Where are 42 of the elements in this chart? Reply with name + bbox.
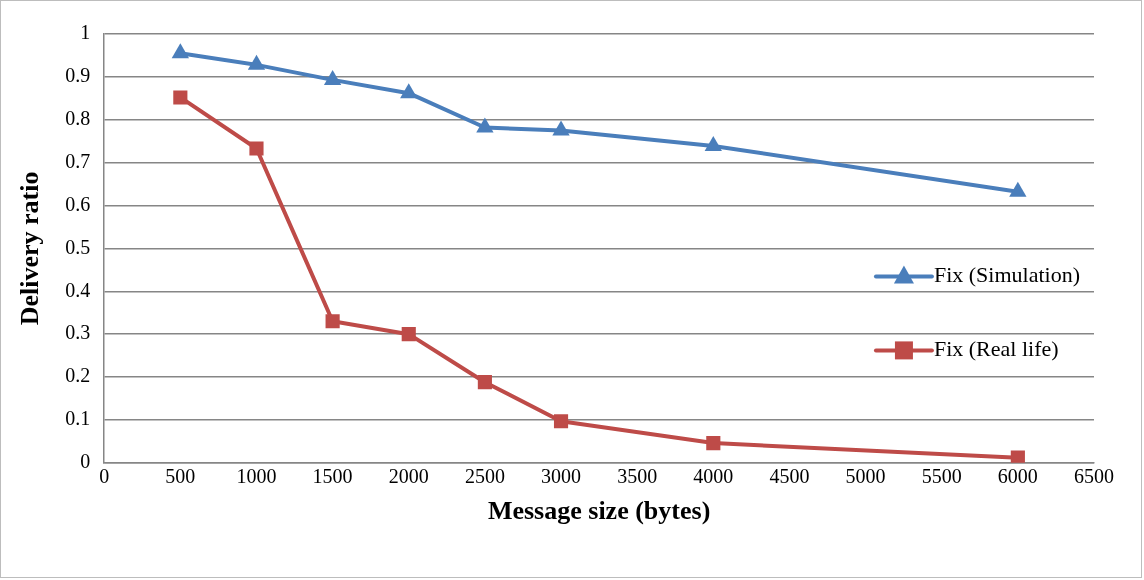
- point: [171, 43, 189, 59]
- legend-label: Fix (Simulation): [933, 262, 1080, 288]
- point: [704, 135, 722, 151]
- point: [553, 414, 569, 429]
- y-tick-label: 0.7: [65, 149, 91, 172]
- x-tick-label: 3000: [541, 465, 582, 488]
- x-tick-label: 4000: [693, 465, 734, 488]
- x-tick-label: 6000: [997, 465, 1038, 488]
- x-tick-label: 0: [99, 465, 110, 488]
- y-axis-title: Delivery ratio: [15, 171, 45, 326]
- x-tick-label: 1000: [236, 465, 277, 488]
- y-tick-label: 1: [80, 21, 91, 44]
- y-tick-label: 0.8: [65, 107, 91, 130]
- x-tick-label: 1500: [312, 465, 353, 488]
- point: [706, 436, 721, 451]
- point: [325, 314, 340, 329]
- point: [401, 327, 416, 342]
- x-tick-label: 4500: [769, 465, 810, 488]
- x-tick-label: 6500: [1074, 465, 1114, 488]
- x-tick-label: 2000: [388, 465, 429, 488]
- y-tick-label: 0.9: [65, 64, 91, 87]
- y-tick-label: 0: [80, 450, 91, 473]
- y-tick-label: 0.5: [65, 235, 91, 258]
- y-tick-label: 0.3: [65, 321, 91, 344]
- point: [400, 83, 418, 99]
- x-tick-label: 5000: [845, 465, 886, 488]
- point: [476, 117, 494, 133]
- y-tick-label: 0.4: [65, 278, 91, 301]
- x-tick-label: 500: [165, 465, 196, 488]
- point: [477, 375, 492, 390]
- y-tick-label: 0.6: [65, 192, 91, 215]
- x-tick-label: 5500: [921, 465, 962, 488]
- legend-label: Fix (Real life): [933, 336, 1059, 362]
- x-tick-label: 3500: [617, 465, 658, 488]
- point: [1009, 181, 1027, 197]
- point: [323, 69, 342, 85]
- y-tick-label: 0.2: [65, 364, 91, 387]
- x-tick-label: 2500: [464, 465, 505, 488]
- point: [552, 120, 570, 136]
- y-tick-label: 0.1: [65, 407, 91, 430]
- x-axis-title: Message size (bytes): [487, 496, 711, 526]
- point: [247, 54, 266, 70]
